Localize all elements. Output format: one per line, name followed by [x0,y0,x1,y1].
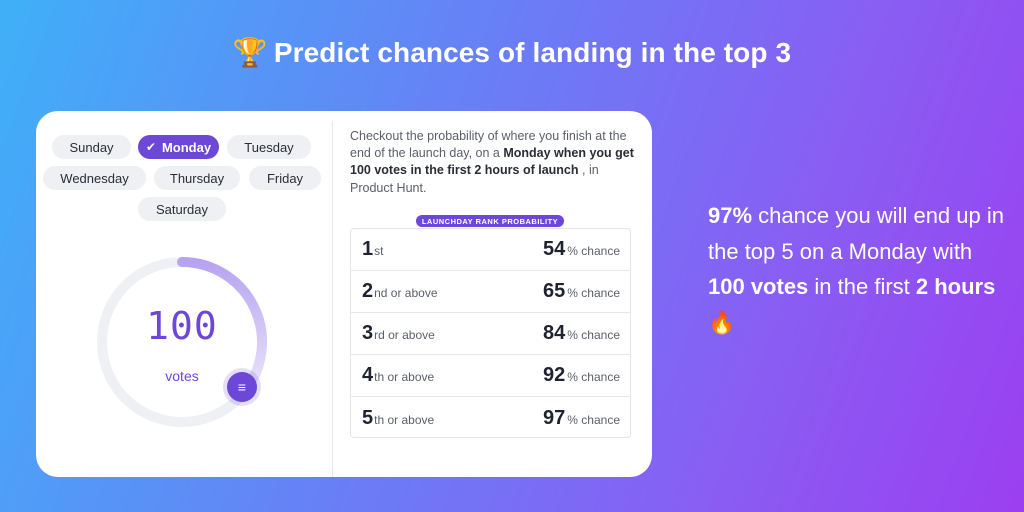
summary-part-1: chance you will end up in the top 5 on a… [708,203,1004,264]
summary-part-2: in the first [808,274,916,299]
summary-text: 97% chance you will end up in the top 5 … [708,198,1008,340]
summary-percent: 97% [708,203,753,228]
chance-percent: 84 [543,322,566,344]
menu-icon: ≡ [237,379,247,395]
ring-progress [177,257,267,398]
chance-unit: % chance [567,412,620,427]
page-headline: 🏆 Predict chances of landing in the top 3 [0,36,1024,69]
day-chip-friday[interactable]: Friday [249,166,321,190]
chance-unit: % chance [567,370,620,384]
description-bold: Monday when you get 100 votes in the fir… [350,146,634,178]
day-chip-label: Friday [266,170,304,186]
headline-text: Predict chances of landing in the top 3 [273,37,792,68]
rank-number: 2 [362,280,374,302]
chance-percent: 92 [543,364,566,386]
slider-handle[interactable]: ≡ [227,372,257,402]
day-chip-saturday[interactable]: Saturday [138,197,226,221]
chance-percent: 97 [543,406,566,429]
prediction-card: Sunday ✔ Monday Tuesday Wednesday Thursda… [36,111,652,477]
votes-ring-slider[interactable]: 100 votes ≡ [94,254,270,430]
votes-unit: votes [165,368,199,384]
rank-suffix: th or above [374,370,435,384]
day-chip-thursday[interactable]: Thursday [154,166,240,190]
rank-number: 5 [362,406,374,429]
column-divider [332,121,333,477]
day-chip-label: Wednesday [60,170,129,186]
rank-suffix: rd or above [374,328,435,342]
day-chip-label: Saturday [155,201,209,217]
day-chip-monday[interactable]: ✔ Monday [138,135,219,159]
rank-number: 1 [362,238,374,260]
day-chip-tuesday[interactable]: Tuesday [227,135,311,159]
rank-suffix: th or above [374,412,435,427]
chance-unit: % chance [567,244,620,258]
rank-number: 3 [362,322,374,344]
day-chip-sunday[interactable]: Sunday [52,135,131,159]
chance-percent: 65 [543,280,566,302]
summary-hours: 2 hours [915,274,996,299]
chance-unit: % chance [567,286,620,300]
votes-value: 100 [146,304,218,348]
rank-probability-badge: LAUNCHDAY RANK PROBABILITY [416,215,564,227]
check-icon: ✔ [145,140,156,154]
summary-votes: 100 votes [708,274,809,299]
rank-suffix: nd or above [374,286,438,300]
description-text: Checkout the probability of where you fi… [350,128,635,197]
day-chip-label: Monday [161,139,212,155]
day-chip-label: Sunday [69,139,114,155]
rank-suffix: st [374,244,384,258]
chance-unit: % chance [567,328,620,342]
description-part-2: , in Product Hunt. [350,163,599,195]
fire-icon: 🔥 [708,309,736,335]
trophy-icon: 🏆 [232,37,268,68]
description-part-1: Checkout the probability of where you fi… [350,129,627,161]
votes-ring [97,257,267,427]
day-chip-label: Thursday [169,170,225,186]
day-chip-label: Tuesday [244,139,294,155]
chance-percent: 54 [543,238,566,260]
day-chip-wednesday[interactable]: Wednesday [43,166,146,190]
rank-number: 4 [362,364,374,386]
